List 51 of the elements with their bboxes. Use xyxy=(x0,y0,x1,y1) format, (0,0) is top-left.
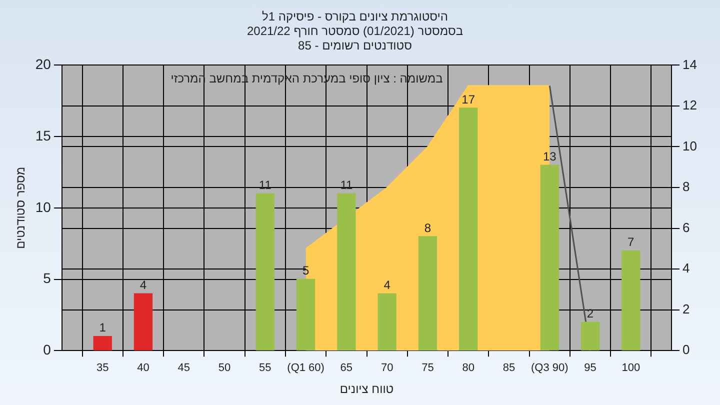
bar xyxy=(580,322,600,350)
bar xyxy=(378,293,396,350)
y-tick-label: 15 xyxy=(35,127,52,144)
x-tick-label: 100 xyxy=(622,362,640,374)
chart-title: היסטוגרמת ציונים בקורס - פיסיקה 1ל xyxy=(262,10,448,24)
x-axis-title: טווח ציונים xyxy=(340,382,394,396)
x-tick-label: 45 xyxy=(178,362,190,374)
data-label: 17 xyxy=(462,92,476,106)
y2-tick-label: 0 xyxy=(682,342,690,358)
x-tick-label: (Q3 90) xyxy=(530,362,568,374)
y2-tick-label: 4 xyxy=(682,260,690,276)
bar xyxy=(296,278,316,350)
y2-tick-label: 8 xyxy=(682,179,690,194)
bar xyxy=(134,293,153,350)
data-label: 5 xyxy=(302,264,310,278)
bar xyxy=(337,193,356,350)
text: בסמסטר (01/2021) סמסטר חורף 2021/22 xyxy=(246,24,464,38)
data-label: 8 xyxy=(424,220,432,235)
y-tick-label: 5 xyxy=(43,270,52,286)
bar xyxy=(256,193,274,350)
x-tick-label: 65 xyxy=(340,362,353,374)
bar xyxy=(459,108,478,350)
bar xyxy=(418,236,438,350)
y-tick-label: 10 xyxy=(35,198,52,215)
bar xyxy=(93,336,112,350)
data-label: 4 xyxy=(140,278,147,292)
y-tick-label: 20 xyxy=(35,56,52,72)
y2-tick-label: 10 xyxy=(682,138,698,154)
text: סטודנטים רשומים - 85 xyxy=(298,38,412,52)
x-tick-label: 85 xyxy=(502,362,516,374)
y-tick-label: 0 xyxy=(43,341,52,358)
y2-tick-label: 6 xyxy=(682,220,690,235)
data-label: 1 xyxy=(99,320,106,335)
x-tick-label: 50 xyxy=(218,362,231,374)
x-tick-label: 95 xyxy=(584,362,596,374)
x-tick-label: 35 xyxy=(96,362,109,374)
y2-tick-label: 14 xyxy=(682,56,698,72)
data-label: 4 xyxy=(384,278,391,292)
x-tick-label: 70 xyxy=(380,362,394,374)
x-tick-label: 75 xyxy=(422,362,434,374)
bar xyxy=(622,250,640,350)
data-label: 2 xyxy=(586,306,594,320)
y-axis-title: מספר סטודנטים xyxy=(14,166,28,249)
y2-tick-label: 2 xyxy=(682,301,690,316)
y2-tick-label: 12 xyxy=(682,98,698,113)
bar xyxy=(540,164,559,350)
x-tick-label: 40 xyxy=(137,362,150,374)
data-label: 7 xyxy=(628,235,635,250)
x-tick-label: 80 xyxy=(462,362,474,374)
x-tick-label: 55 xyxy=(259,362,272,374)
x-tick-label: (Q1 60) xyxy=(287,362,324,374)
